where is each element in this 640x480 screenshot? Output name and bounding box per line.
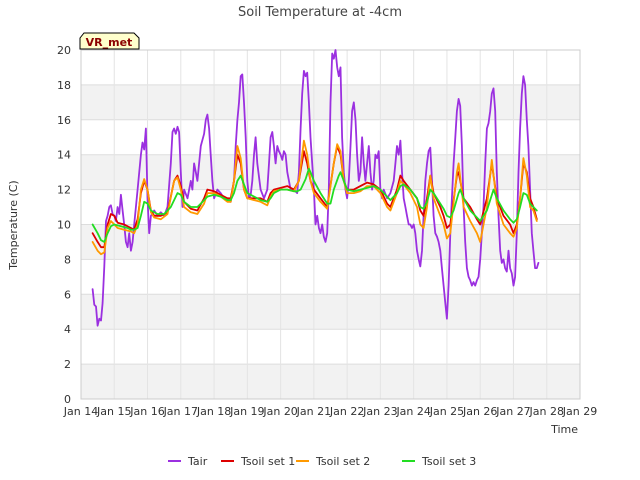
y-tick-label: 16 — [57, 114, 71, 127]
x-tick-label: Jan 18 — [196, 405, 231, 418]
x-tick-label: Jan 16 — [129, 405, 164, 418]
y-tick-label: 20 — [57, 44, 71, 57]
y-tick-label: 14 — [57, 149, 71, 162]
x-tick-label: Jan 28 — [529, 405, 564, 418]
x-tick-label: Jan 19 — [229, 405, 264, 418]
x-tick-label: Jan 17 — [163, 405, 198, 418]
y-axis-label: Temperature (C) — [7, 180, 20, 270]
y-axis-ticks: 0 2 4 6 8 10 12 14 16 18 20 — [57, 44, 71, 406]
x-tick-label: Jan 15 — [96, 405, 131, 418]
x-tick-label: Jan 29 — [562, 405, 597, 418]
y-tick-label: 0 — [64, 393, 71, 406]
x-tick-label: Jan 27 — [495, 405, 530, 418]
series-line-tsoil-set-2 — [91, 139, 538, 256]
badge-shape — [79, 32, 140, 50]
legend-label: Tsoil set 1 — [240, 455, 295, 468]
x-tick-label: Jan 22 — [329, 405, 364, 418]
grid-band — [81, 224, 580, 260]
plot-area — [80, 49, 581, 400]
series-line-tair — [91, 49, 540, 327]
x-tick-label: Jan 14 — [63, 405, 98, 418]
vr-met-badge: VR_met — [79, 32, 140, 50]
x-axis-label: Time — [550, 423, 578, 436]
y-tick-label: 8 — [64, 253, 71, 266]
x-tick-label: Jan 24 — [395, 405, 430, 418]
grid-band — [81, 364, 580, 399]
y-tick-label: 2 — [64, 358, 71, 371]
x-tick-label: Jan 26 — [462, 405, 497, 418]
y-tick-label: 18 — [57, 79, 71, 92]
legend-label: Tsoil set 3 — [421, 455, 476, 468]
legend: Tair Tsoil set 1 Tsoil set 2 Tsoil set 3 — [168, 455, 476, 468]
x-tick-label: Jan 25 — [429, 405, 464, 418]
legend-label: Tair — [187, 455, 208, 468]
series-line-tsoil-set-3 — [91, 167, 538, 243]
y-tick-label: 12 — [57, 184, 71, 197]
y-tick-label: 4 — [64, 323, 71, 336]
x-tick-label: Jan 20 — [262, 405, 297, 418]
x-tick-label: Jan 21 — [296, 405, 331, 418]
x-tick-label: Jan 23 — [362, 405, 397, 418]
y-tick-label: 10 — [57, 219, 71, 232]
series-layer — [91, 49, 540, 327]
chart-title: Soil Temperature at -4cm — [238, 5, 402, 20]
grid-band — [81, 294, 580, 330]
y-tick-label: 6 — [64, 288, 71, 301]
legend-label: Tsoil set 2 — [315, 455, 370, 468]
badge-label: VR_met — [86, 36, 133, 49]
